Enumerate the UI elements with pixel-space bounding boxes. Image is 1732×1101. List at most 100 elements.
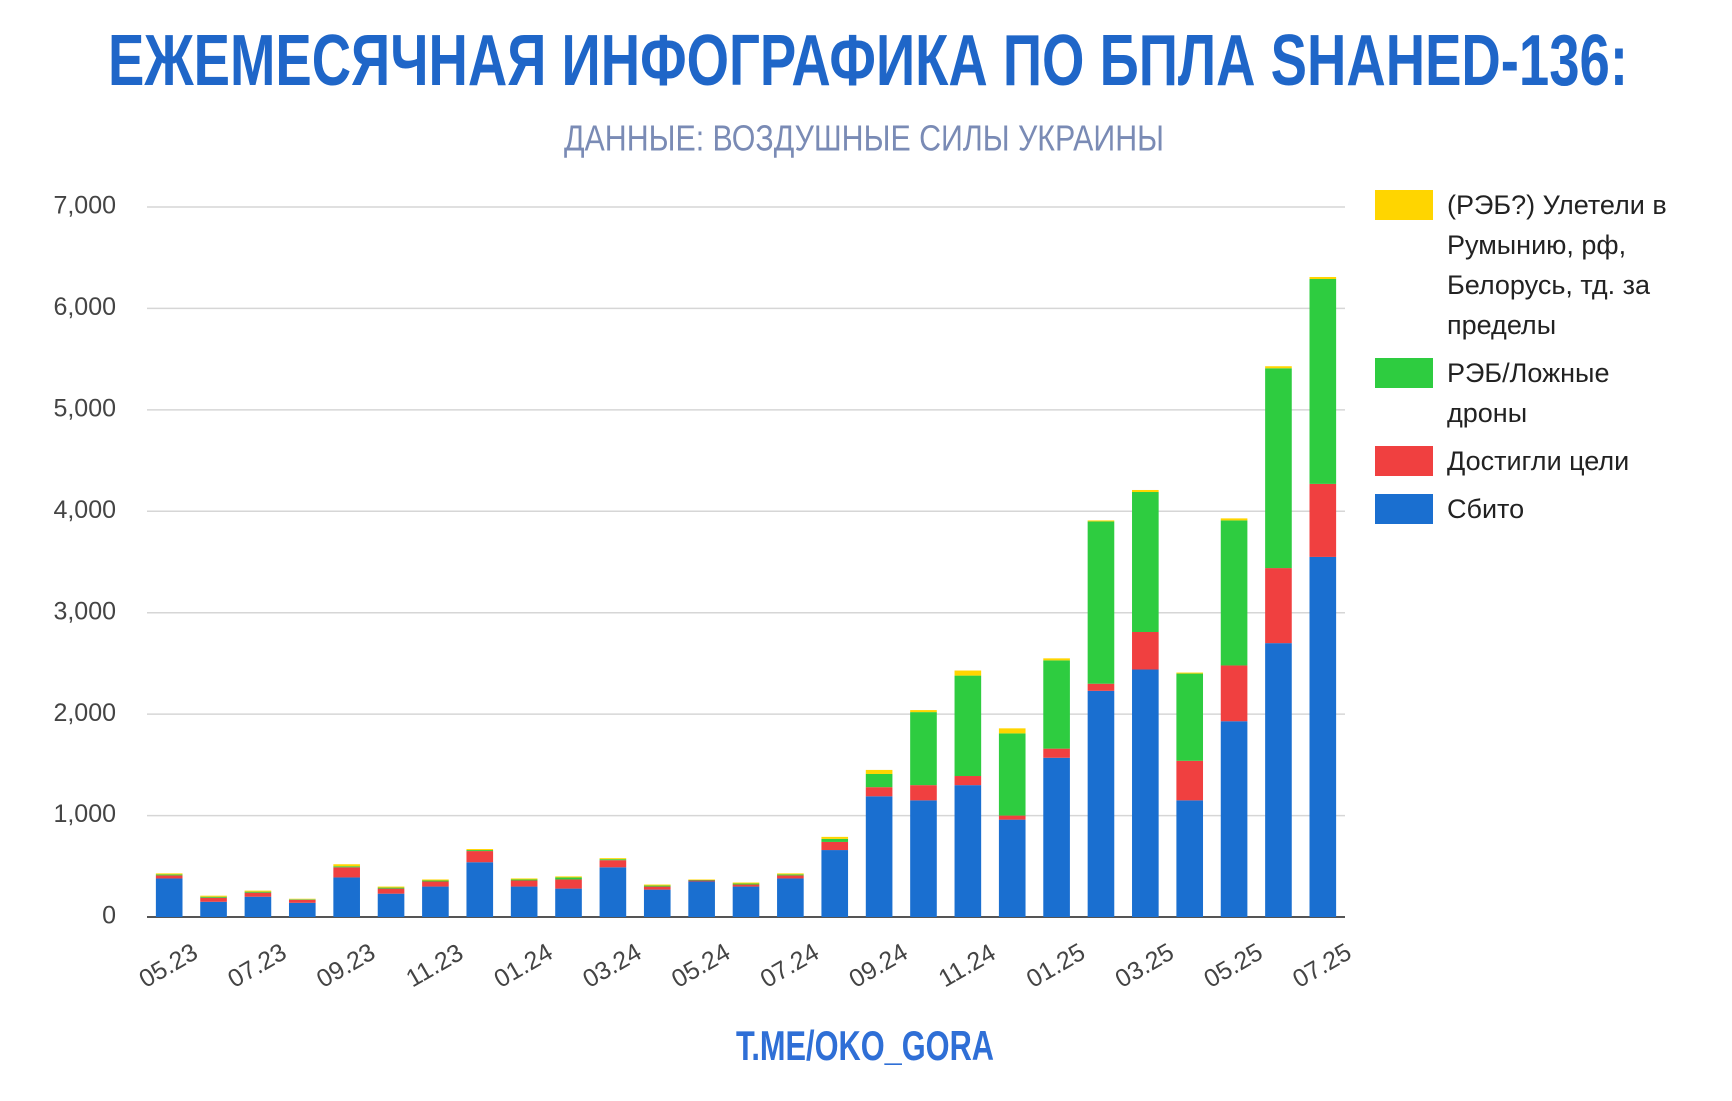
bar-segment xyxy=(200,897,227,902)
bar-segment xyxy=(732,883,760,885)
bar-segment xyxy=(1087,521,1115,684)
bar-segment xyxy=(643,889,671,917)
bar-segment xyxy=(910,710,937,713)
bar-segment xyxy=(821,850,849,917)
bar-segment xyxy=(333,877,360,917)
bar-segment xyxy=(599,867,627,917)
legend-item: Сбито xyxy=(1375,489,1675,529)
bar-segment xyxy=(288,902,316,917)
bar-segment xyxy=(1087,690,1115,917)
bar-segment xyxy=(1132,669,1159,917)
bar-segment xyxy=(865,773,893,788)
bar-segment xyxy=(688,881,715,917)
bar-segment xyxy=(244,891,272,893)
x-tick-label: 05.24 xyxy=(667,938,735,994)
bar-segment xyxy=(865,796,893,917)
bar-segment xyxy=(954,785,982,917)
x-tick-label: 01.24 xyxy=(489,938,557,994)
bar-segment xyxy=(288,898,316,900)
legend-swatch xyxy=(1375,446,1433,476)
bar-segment xyxy=(244,890,272,892)
bar-segment xyxy=(1043,748,1070,758)
footer: T.ME/OKO_GORA xyxy=(736,1022,994,1069)
bar-segment xyxy=(510,886,538,917)
bar-segment xyxy=(155,875,183,879)
bar-segment xyxy=(200,895,227,897)
y-tick-label: 2,000 xyxy=(53,699,116,727)
bar-segment xyxy=(1132,631,1159,670)
bar-segment xyxy=(998,819,1026,917)
legend-item: (РЭБ?) Улетели в Румынию, рф, Белорусь, … xyxy=(1375,185,1675,345)
bar-segment xyxy=(910,712,937,786)
legend-label: Сбито xyxy=(1447,494,1525,524)
bar-segment xyxy=(732,884,760,887)
bar-segment xyxy=(288,899,316,900)
bar-segment xyxy=(555,888,582,917)
bar-segment xyxy=(1220,518,1248,521)
bar-segment xyxy=(155,878,183,917)
x-tick-label: 03.25 xyxy=(1111,938,1179,994)
bar-segment xyxy=(555,876,582,878)
bar-segment xyxy=(821,838,849,842)
bar-segment xyxy=(1220,520,1248,666)
legend-label: РЭБ/Ложные дроны xyxy=(1447,358,1610,428)
bar-segment xyxy=(599,859,627,861)
bar-segment xyxy=(998,815,1026,820)
x-tick-label: 11.24 xyxy=(934,938,1001,993)
x-tick-label: 09.24 xyxy=(844,938,912,994)
y-tick-label: 4,000 xyxy=(53,496,116,524)
bar-segment xyxy=(643,885,671,887)
bar-segment xyxy=(1087,520,1115,522)
y-tick-label: 7,000 xyxy=(53,192,116,220)
bar-segment xyxy=(1176,760,1204,801)
x-tick-label: 09.23 xyxy=(312,938,380,994)
legend-label: (РЭБ?) Улетели в Румынию, рф, Белорусь, … xyxy=(1447,190,1667,340)
legend-label: Достигли цели xyxy=(1447,446,1630,476)
bar-segment xyxy=(466,850,494,852)
bar-segment xyxy=(244,892,272,897)
bar-segment xyxy=(510,880,538,887)
bar-segment xyxy=(377,886,405,888)
bar-segment xyxy=(1220,665,1248,722)
bar-segment xyxy=(1309,276,1337,280)
bar-segment xyxy=(1309,483,1337,557)
bar-segment xyxy=(821,841,849,851)
bar-segment xyxy=(155,874,183,876)
bar-segment xyxy=(200,901,227,917)
y-tick-label: 3,000 xyxy=(53,597,116,625)
bar-segment xyxy=(1087,683,1115,691)
bar-segment xyxy=(510,878,538,880)
bar-segment xyxy=(599,858,627,860)
x-tick-label: 01.25 xyxy=(1022,938,1090,994)
legend-swatch xyxy=(1375,358,1433,388)
bar-segment xyxy=(333,864,360,867)
bar-segment xyxy=(998,733,1026,816)
bar-segment xyxy=(200,896,227,898)
bar-segment xyxy=(466,849,494,851)
bar-segment xyxy=(422,880,449,882)
bar-segment xyxy=(555,877,582,880)
bar-segment xyxy=(244,896,272,917)
bar-segment xyxy=(688,879,715,881)
bar-segment xyxy=(155,873,183,875)
bar-segment xyxy=(1176,800,1204,917)
legend-swatch xyxy=(1375,190,1433,220)
bar-segment xyxy=(732,882,760,884)
bar-segment xyxy=(510,879,538,881)
bar-segment xyxy=(1043,757,1070,917)
bar-segment xyxy=(1309,279,1337,484)
bar-segment xyxy=(1043,660,1070,749)
bar-segment xyxy=(1176,672,1204,674)
x-tick-label: 11.23 xyxy=(401,938,468,993)
bar-segment xyxy=(643,886,671,890)
bar-segment xyxy=(777,878,804,917)
bar-segment xyxy=(688,879,715,880)
bar-segment xyxy=(865,787,893,797)
y-tick-label: 1,000 xyxy=(53,800,116,828)
bar-segment xyxy=(732,886,760,917)
legend-item: Достигли цели xyxy=(1375,441,1675,481)
y-tick-label: 5,000 xyxy=(53,394,116,422)
bar-segment xyxy=(910,785,937,801)
